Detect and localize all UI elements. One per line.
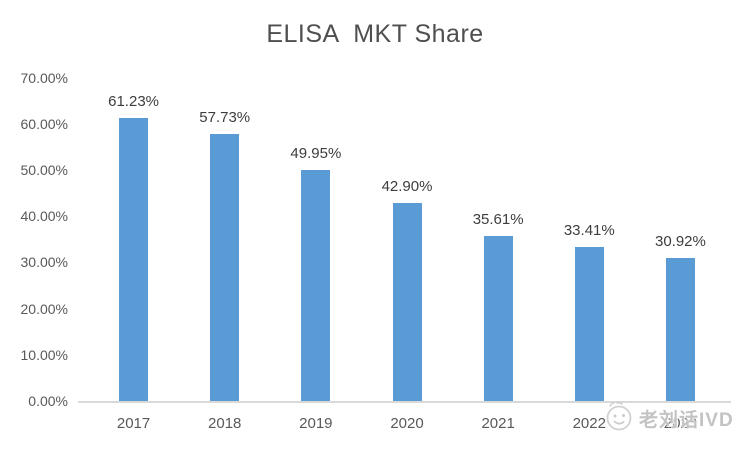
y-tick-label: 70.00% <box>20 69 68 86</box>
bar-value-label: 35.61% <box>472 211 524 229</box>
y-tick-label: 0.00% <box>28 393 68 409</box>
bar-value-label: 57.73% <box>199 109 251 127</box>
x-axis-line <box>78 401 731 403</box>
bar <box>392 202 422 401</box>
y-tick-label: 20.00% <box>20 300 68 317</box>
bar-value-label: 49.95% <box>290 145 342 163</box>
x-tick-label: 2020 <box>390 415 424 432</box>
y-tick-label: 60.00% <box>20 115 68 132</box>
bar <box>574 246 604 401</box>
bar-value-label: 33.41% <box>563 221 615 239</box>
x-tick-label: 2017 <box>116 415 151 432</box>
chart-title: ELISA MKT Share <box>266 20 484 48</box>
bar-value-label: 61.23% <box>108 93 159 111</box>
x-tick-label: 2023 <box>663 415 698 432</box>
bar <box>665 258 695 401</box>
bar <box>119 118 149 401</box>
bar <box>210 134 240 401</box>
y-tick-label: 40.00% <box>20 208 68 225</box>
y-tick-label: 10.00% <box>20 346 68 363</box>
bar <box>301 170 331 401</box>
bar-value-label: 42.90% <box>381 177 433 195</box>
x-tick-label: 2021 <box>481 415 515 432</box>
bar-value-label: 30.92% <box>654 233 706 251</box>
x-tick-label: 2019 <box>299 415 333 432</box>
x-tick-label: 2022 <box>572 415 606 432</box>
x-tick-label: 2018 <box>208 415 242 432</box>
y-tick-label: 30.00% <box>20 254 68 271</box>
y-tick-label: 50.00% <box>20 162 68 178</box>
bar <box>483 236 513 401</box>
